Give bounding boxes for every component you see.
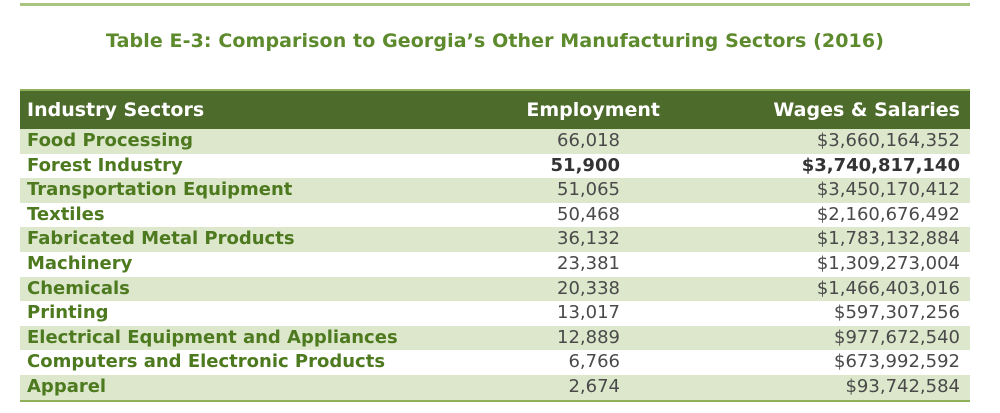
wages-cell: $597,307,256 (834, 302, 960, 324)
sector-cell: Chemicals (27, 277, 130, 299)
column-header-employment: Employment (526, 99, 660, 121)
wages-cell: $3,740,817,140 (801, 154, 960, 176)
sector-cell: Textiles (27, 203, 105, 225)
table-row: Chemicals 20,338 $1,466,403,016 (20, 276, 970, 302)
table-row: Forest Industry 51,900 $3,740,817,140 (20, 153, 970, 179)
employment-cell: 23,381 (557, 252, 620, 274)
employment-cell: 20,338 (557, 277, 620, 299)
table-body: Food Processing 66,018 $3,660,164,352 Fores… (20, 129, 970, 400)
employment-cell: 36,132 (557, 228, 620, 250)
table-row: Food Processing 66,018 $3,660,164,352 (20, 129, 970, 154)
wages-cell: $1,466,403,016 (816, 277, 960, 299)
wages-cell: $673,992,592 (834, 351, 960, 373)
column-header-wages: Wages & Salaries (773, 99, 960, 121)
employment-cell: 50,468 (557, 203, 620, 225)
column-header-sector: Industry Sectors (27, 99, 205, 121)
bottom-rule (20, 399, 970, 402)
employment-cell: 12,889 (557, 326, 620, 348)
wages-cell: $1,309,273,004 (816, 252, 960, 274)
table-row: Printing 13,017 $597,307,256 (20, 301, 970, 326)
sector-cell: Fabricated Metal Products (27, 228, 295, 250)
wages-cell: $93,742,584 (845, 375, 960, 397)
top-rule (20, 3, 970, 6)
manufacturing-sectors-table: Industry Sectors Employment Wages & Sala… (20, 89, 970, 402)
employment-cell: 51,900 (550, 154, 620, 176)
table-row: Machinery 23,381 $1,309,273,004 (20, 251, 970, 277)
wages-cell: $3,450,170,412 (816, 179, 960, 201)
employment-cell: 66,018 (557, 130, 620, 151)
table-row: Electrical Equipment and Appliances 12,88… (20, 325, 970, 351)
table-row: Computers and Electronic Products 6,766 $6… (20, 350, 970, 375)
table-header-row: Industry Sectors Employment Wages & Sala… (20, 89, 970, 129)
wages-cell: $2,160,676,492 (816, 203, 960, 225)
employment-cell: 2,674 (568, 375, 620, 397)
employment-cell: 13,017 (557, 302, 620, 324)
wages-cell: $977,672,540 (834, 326, 960, 348)
wages-cell: $1,783,132,884 (816, 228, 960, 250)
sector-cell: Food Processing (27, 130, 194, 151)
employment-cell: 51,065 (557, 179, 620, 201)
sector-cell: Printing (27, 302, 109, 324)
table-row: Apparel 2,674 $93,742,584 (20, 374, 970, 400)
table-caption: Table E-3: Comparison to Georgia’s Other… (106, 30, 884, 52)
sector-cell: Transportation Equipment (27, 179, 293, 201)
table-row: Textiles 50,468 $2,160,676,492 (20, 202, 970, 228)
sector-cell: Computers and Electronic Products (27, 351, 386, 373)
sector-cell: Machinery (27, 252, 133, 274)
sector-cell: Electrical Equipment and Appliances (27, 326, 398, 348)
table-row: Transportation Equipment 51,065 $3,450,170… (20, 178, 970, 203)
sector-cell: Forest Industry (27, 154, 183, 176)
wages-cell: $3,660,164,352 (816, 130, 960, 151)
table-row: Fabricated Metal Products 36,132 $1,783,13… (20, 227, 970, 252)
employment-cell: 6,766 (568, 351, 620, 373)
sector-cell: Apparel (27, 375, 107, 397)
